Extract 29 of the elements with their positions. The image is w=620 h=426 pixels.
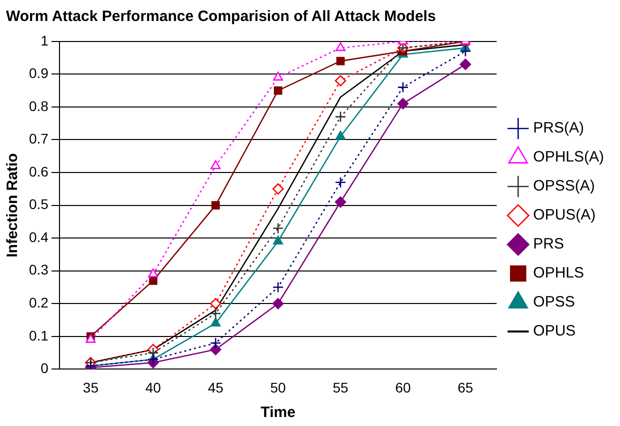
x-tick-label: 45 [208, 379, 224, 396]
y-tick-label: 0.9 [28, 65, 49, 82]
x-tick-label: 40 [145, 379, 162, 396]
y-tick-label: 0.1 [28, 327, 49, 344]
x-tick-label: 65 [458, 379, 474, 396]
x-tick-label: 50 [270, 379, 286, 396]
y-tick-label: 1 [40, 32, 49, 48]
y-tick-label: 0.7 [28, 130, 49, 147]
legend-label: OPUS(A) [533, 206, 596, 224]
legend-label: PRS [533, 236, 564, 253]
chart-title: Worm Attack Performance Comparision of All Attack Models [6, 8, 436, 25]
legend-label: OPUS [533, 322, 576, 340]
x-tick-label: 60 [395, 379, 411, 396]
y-tick-label: 0.2 [28, 294, 49, 310]
y-tick-label: 0.5 [28, 196, 49, 212]
legend-label: OPSS [533, 294, 575, 311]
legend-label: OPHLS [533, 264, 584, 282]
y-tick-label: 0 [40, 360, 49, 376]
x-tick-label: 35 [82, 379, 99, 396]
y-tick-label: 0.4 [28, 228, 49, 245]
legend-label: PRS(A) [533, 120, 584, 137]
y-tick-label: 0.6 [28, 163, 49, 180]
y-axis-title: Infection Ratio [4, 153, 22, 258]
x-axis-title: Time [260, 404, 296, 422]
legend-label: OPHLS(A) [533, 148, 604, 166]
x-tick-label: 55 [332, 379, 349, 396]
y-tick-label: 0.3 [28, 262, 49, 278]
y-tick-label: 0.8 [28, 98, 49, 114]
legend-label: OPSS(A) [533, 178, 595, 195]
